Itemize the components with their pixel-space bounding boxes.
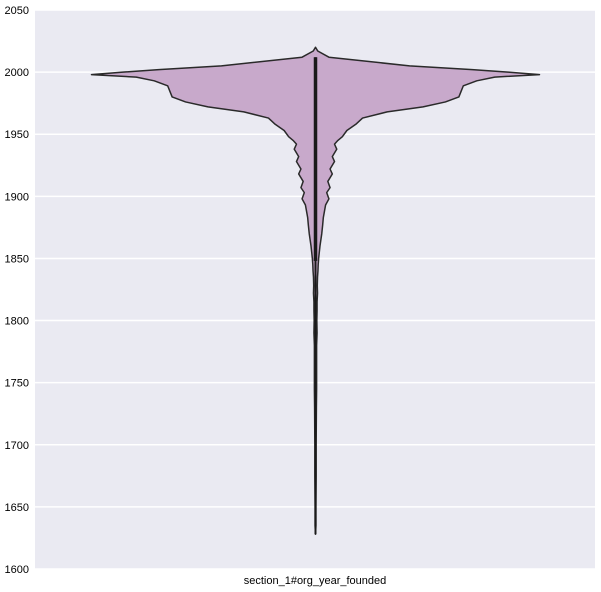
x-axis-label: section_1#org_year_founded [244,575,387,587]
y-tick-label: 1600 [5,564,29,576]
y-tick-label: 1650 [5,502,29,514]
y-tick-label: 1950 [5,129,29,141]
y-axis-ticks: 1600 1650 1700 1750 1800 1850 1900 1950 2000 2050 [5,5,29,576]
violin-group [90,46,541,535]
y-tick-label: 1750 [5,378,29,390]
y-tick-label: 1850 [5,253,29,265]
y-tick-label: 1900 [5,191,29,203]
y-tick-label: 1800 [5,316,29,328]
y-tick-label: 2000 [5,67,29,79]
y-tick-label: 1700 [5,440,29,452]
y-tick-label: 2050 [5,5,29,17]
